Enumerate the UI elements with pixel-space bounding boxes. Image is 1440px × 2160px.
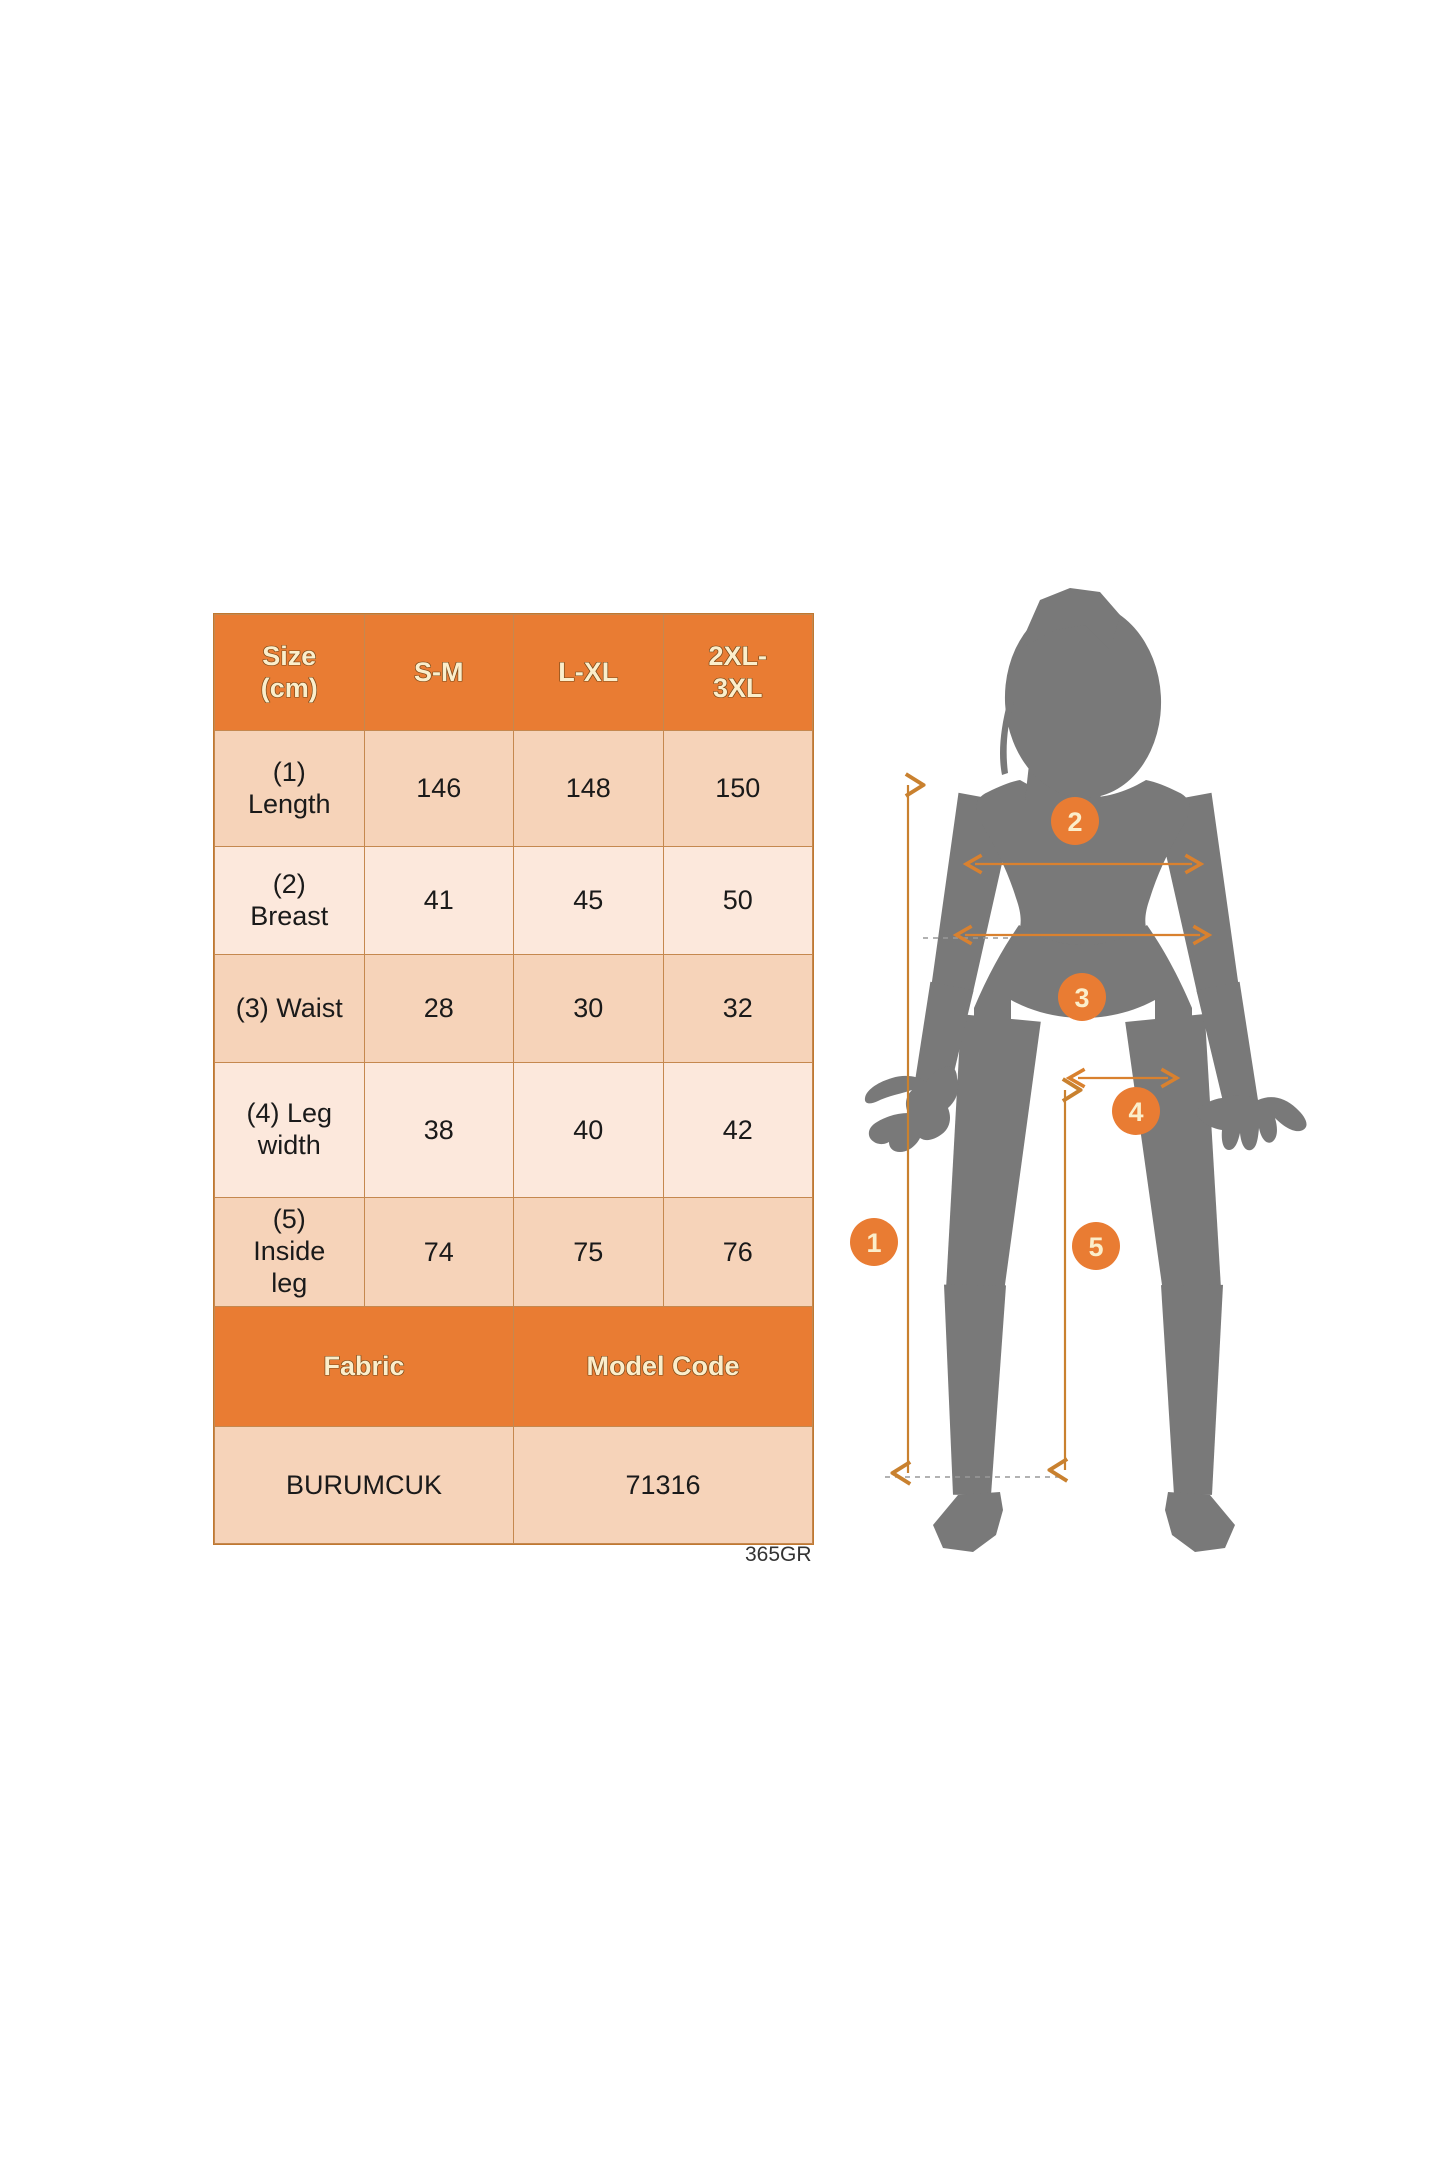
svg-text:5: 5 xyxy=(1088,1232,1103,1262)
svg-text:3: 3 xyxy=(1074,983,1089,1013)
svg-text:4: 4 xyxy=(1128,1097,1143,1127)
svg-text:1: 1 xyxy=(866,1228,881,1258)
svg-text:2: 2 xyxy=(1067,807,1082,837)
